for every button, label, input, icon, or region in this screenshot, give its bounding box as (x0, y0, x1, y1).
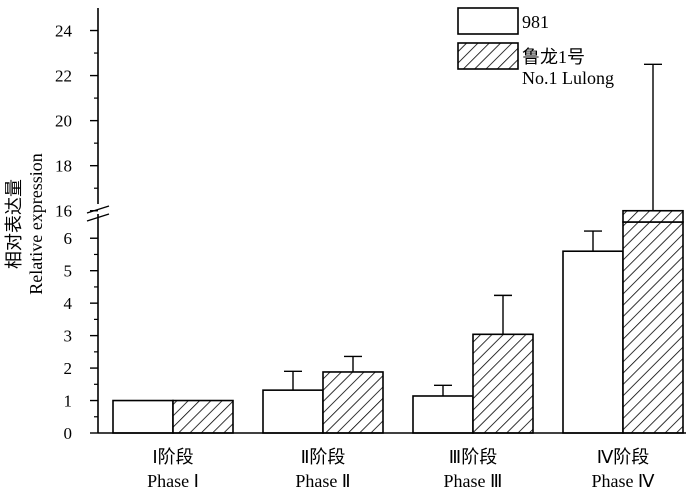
bar (622, 221, 684, 434)
y-tick-label: 5 (64, 262, 73, 281)
x-tick-label: Ⅰ阶段 (152, 447, 193, 467)
bar-upper-segment (622, 209, 684, 223)
legend-label: 981 (522, 12, 549, 32)
axis-break-mark (86, 205, 110, 214)
y-tick-label: 6 (64, 229, 73, 248)
y-tick-label: 20 (55, 112, 72, 131)
y-tick-label: 0 (64, 424, 73, 443)
y-tick-label: 2 (64, 359, 73, 378)
bar (172, 399, 234, 434)
y-tick-label: 18 (55, 157, 72, 176)
legend-label: 鲁龙1号 (522, 47, 585, 67)
y-axis-title: Relative expression (26, 153, 46, 294)
bar (322, 371, 384, 434)
bar (472, 333, 534, 434)
bar (562, 250, 624, 434)
legend-swatch (457, 42, 519, 70)
legend-swatch (457, 7, 519, 35)
y-tick-label: 1 (64, 392, 73, 411)
y-axis-title: 相对表达量 (4, 179, 24, 269)
bar (112, 399, 174, 434)
bar (262, 389, 324, 434)
y-tick-label: 24 (55, 22, 73, 41)
x-tick-label: Phase Ⅲ (444, 471, 503, 491)
axis-break-mark (86, 213, 110, 222)
x-tick-label: Ⅱ阶段 (301, 447, 346, 467)
bar (412, 395, 474, 434)
x-tick-label: Ⅳ阶段 (597, 447, 650, 467)
y-tick-label: 4 (64, 294, 73, 313)
x-tick-label: Phase Ⅳ (591, 471, 654, 491)
x-tick-label: Phase Ⅱ (295, 471, 350, 491)
x-tick-label: Ⅲ阶段 (449, 447, 497, 467)
y-tick-label: 3 (64, 327, 73, 346)
x-tick-label: Phase Ⅰ (147, 471, 199, 491)
legend-label: No.1 Lulong (522, 68, 614, 88)
y-tick-label: 16 (55, 202, 72, 221)
y-tick-label: 22 (55, 67, 72, 86)
